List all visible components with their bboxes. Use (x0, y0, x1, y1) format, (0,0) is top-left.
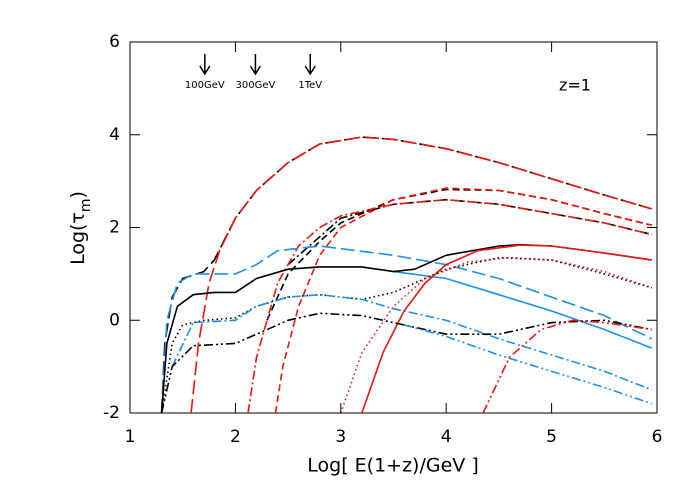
x-tick-label: 1 (125, 427, 136, 447)
plot-frame (129, 41, 658, 414)
marker-label: 300GeV (236, 80, 276, 91)
curve (160, 312, 652, 413)
curve (190, 136, 652, 413)
y-label-sub: m (78, 198, 94, 212)
x-tick-label: 4 (441, 427, 452, 447)
curve (171, 293, 652, 391)
curve (160, 245, 653, 413)
annotation: z=1 (559, 76, 591, 95)
curve (482, 319, 652, 413)
y-label-end: ) (67, 191, 89, 198)
curve (160, 136, 652, 413)
curve (160, 256, 652, 413)
curve (361, 244, 652, 413)
x-axis-label: Log[ E(1+z)/GeV ] (307, 455, 478, 477)
x-tick-label: 5 (546, 427, 557, 447)
curve (393, 270, 652, 349)
marker-arrow (304, 54, 316, 76)
curve (274, 187, 652, 413)
x-tick-label: 3 (335, 427, 346, 447)
marker-arrow (249, 54, 262, 76)
y-tick-label: -2 (103, 403, 120, 423)
y-tick-label: 0 (109, 310, 120, 330)
marker-label: 100GeV (185, 80, 225, 91)
curve (247, 198, 652, 413)
y-label-main: Log(τ (67, 212, 89, 265)
curve (160, 243, 652, 413)
y-tick-label: 4 (109, 125, 120, 145)
y-axis-label: Log(τm) (67, 191, 95, 265)
marker-arrow (199, 54, 211, 76)
y-tick-label: 6 (109, 32, 120, 52)
curve (266, 188, 652, 321)
curves (160, 136, 653, 413)
marker-label: 1TeV (298, 80, 322, 91)
y-tick-label: 2 (109, 218, 120, 238)
x-tick-label: 2 (230, 427, 241, 447)
curve (340, 256, 652, 413)
curve (403, 324, 652, 405)
x-tick-label: 6 (652, 427, 663, 447)
